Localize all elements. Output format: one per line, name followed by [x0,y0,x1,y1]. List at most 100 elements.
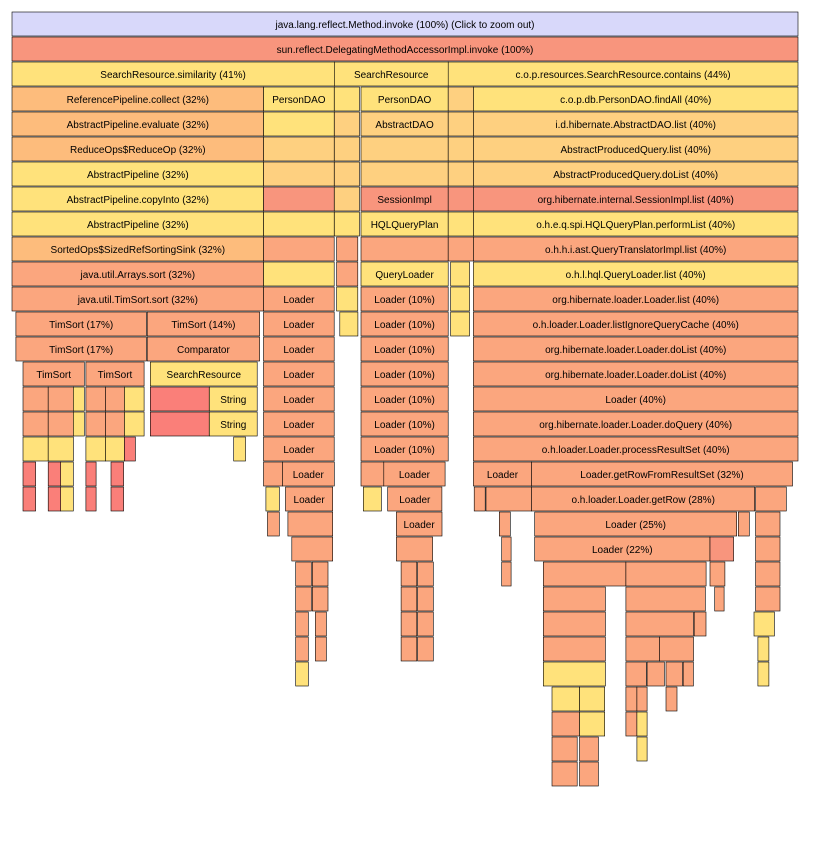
frame-bar[interactable] [333,61,449,87]
frame-25[interactable] [333,161,360,187]
frame-bar[interactable] [85,361,145,387]
frame-57[interactable] [450,286,470,312]
frame-bar[interactable] [11,211,264,237]
frame-bar[interactable] [396,511,443,537]
frame-73[interactable]: SearchResource [150,361,258,387]
frame-bar[interactable] [11,236,264,262]
frame-121[interactable] [60,486,74,512]
frame-bar[interactable] [625,611,694,637]
frame-91[interactable] [85,411,106,437]
frame-bar[interactable] [755,586,781,612]
frame-72[interactable]: TimSort [85,361,145,387]
frame-bar[interactable] [450,286,470,312]
frame-34[interactable]: org.hibernate.internal.SessionImpl.list … [473,186,799,212]
frame-bar[interactable] [501,561,512,587]
frame-105[interactable]: Loader [263,436,335,462]
frame-137[interactable] [737,511,750,537]
frame-133[interactable] [287,511,333,537]
frame-bar[interactable] [295,586,312,612]
frame-bar[interactable] [400,586,418,612]
frame-bar[interactable] [450,311,470,337]
frame-8[interactable]: PersonDAO [360,86,449,112]
frame-66[interactable]: TimSort (17%) [15,336,147,362]
frame-103[interactable] [124,436,136,462]
frame-bar[interactable] [263,311,335,337]
frame-65[interactable]: o.h.loader.Loader.listIgnoreQueryCache (… [473,311,799,337]
frame-bar[interactable] [263,186,335,212]
frame-bar[interactable] [11,186,264,212]
frame-142[interactable]: Loader (22%) [534,536,711,562]
frame-bar[interactable] [551,686,580,712]
frame-bar[interactable] [315,611,327,637]
frame-119[interactable] [22,486,36,512]
frame-bar[interactable] [665,686,678,712]
frame-bar[interactable] [263,136,335,162]
frame-90[interactable] [73,411,85,437]
frame-187[interactable] [625,686,638,712]
frame-bar[interactable] [263,211,335,237]
frame-bar[interactable] [417,586,434,612]
frame-bar[interactable] [11,286,264,312]
frame-120[interactable] [47,486,62,512]
frame-bar[interactable] [362,486,382,512]
frame-bar[interactable] [263,436,335,462]
frame-67[interactable]: Comparator [146,336,260,362]
frame-bar[interactable] [360,261,449,287]
frame-166[interactable] [542,611,606,637]
frame-71[interactable]: TimSort [22,361,85,387]
frame-40[interactable]: o.h.e.q.spi.HQLQueryPlan.performList (40… [473,211,799,237]
frame-bar[interactable] [85,411,106,437]
frame-bar[interactable] [396,536,433,562]
frame-bar[interactable] [22,411,49,437]
frame-bar[interactable] [542,586,606,612]
frame-4[interactable]: c.o.p.resources.SearchResource.contains … [447,61,799,87]
frame-157[interactable] [417,586,434,612]
frame-bar[interactable] [551,711,580,737]
frame-bar[interactable] [473,386,799,412]
frame-bar[interactable] [263,236,335,262]
frame-bar[interactable] [473,311,799,337]
frame-bar[interactable] [263,461,283,487]
frame-bar[interactable] [333,86,360,112]
frame-bar[interactable] [209,411,258,437]
frame-bar[interactable] [60,461,74,487]
frame-bar[interactable] [473,361,799,387]
frame-bar[interactable] [473,136,799,162]
frame-bar[interactable] [473,411,799,437]
frame-140[interactable] [396,536,433,562]
frame-bar[interactable] [579,686,606,712]
frame-195[interactable] [579,736,599,762]
frame-79[interactable] [73,386,85,412]
frame-12[interactable] [263,111,335,137]
frame-bar[interactable] [625,711,638,737]
frame-bar[interactable] [473,236,799,262]
frame-30[interactable] [263,186,335,212]
frame-bar[interactable] [501,536,512,562]
frame-bar[interactable] [124,386,145,412]
frame-131[interactable] [755,486,787,512]
frame-bar[interactable] [693,611,707,637]
frame-bar[interactable] [485,486,532,512]
frame-bar[interactable] [287,511,333,537]
frame-52[interactable]: o.h.l.hql.QueryLoader.list (40%) [473,261,799,287]
frame-129[interactable] [485,486,532,512]
frame-55[interactable] [336,286,359,312]
frame-bar[interactable] [447,186,474,212]
frame-116[interactable]: Loader [383,461,446,487]
frame-19[interactable] [333,136,360,162]
frame-bar[interactable] [333,211,360,237]
frame-bar[interactable] [447,111,474,137]
frame-bar[interactable] [11,136,264,162]
frame-bar[interactable] [360,136,449,162]
frame-bar[interactable] [85,386,106,412]
frame-125[interactable]: Loader [285,486,334,512]
frame-98[interactable]: org.hibernate.loader.Loader.doQuery (40%… [473,411,799,437]
frame-bar[interactable] [336,286,359,312]
frame-95[interactable]: String [209,411,258,437]
frame-1[interactable]: sun.reflect.DelegatingMethodAccessorImpl… [11,36,799,62]
frame-bar[interactable] [336,236,359,262]
frame-bar[interactable] [579,736,599,762]
frame-155[interactable] [311,586,329,612]
frame-110[interactable] [60,461,74,487]
frame-178[interactable] [295,661,309,687]
